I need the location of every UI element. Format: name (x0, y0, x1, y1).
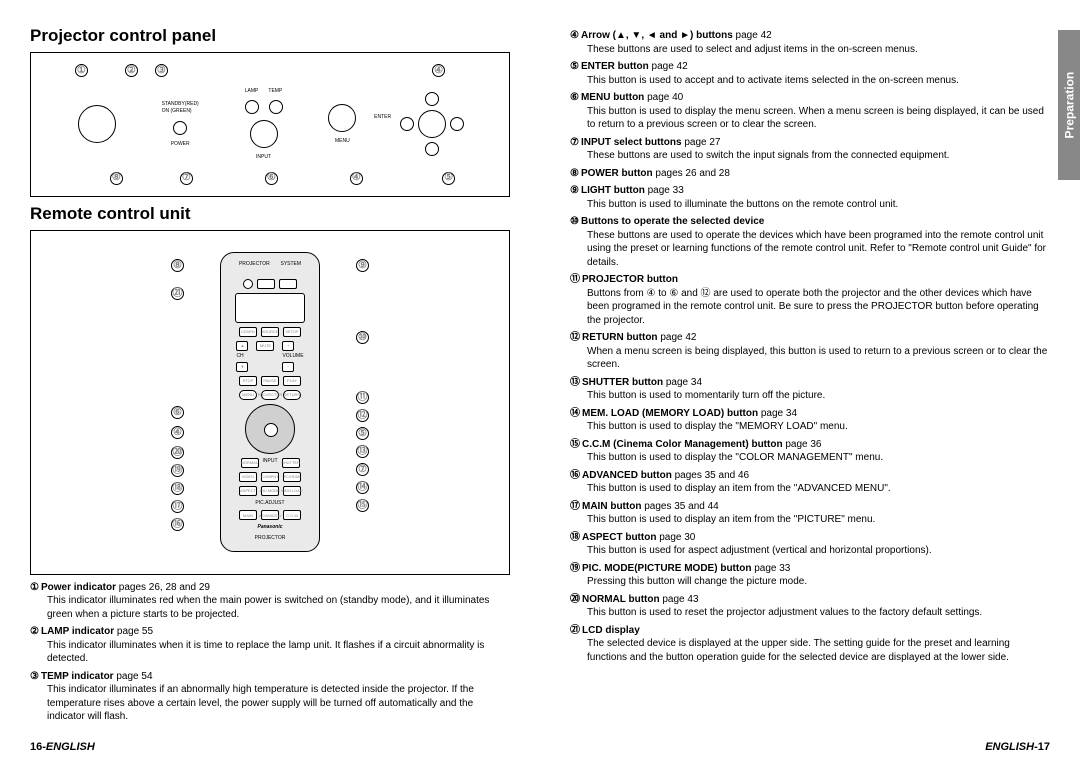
callout: ④ (432, 64, 445, 77)
callout: ① (75, 64, 88, 77)
callout: ⑧ (171, 259, 184, 272)
callout: ⑦ (356, 463, 369, 476)
list-item: ⑱ASPECT button page 30This button is use… (570, 531, 1050, 558)
list-item: ⑨LIGHT button page 33This button is used… (570, 184, 1050, 211)
left-item-list: ①Power indicator pages 26, 28 and 29This… (30, 581, 510, 724)
list-item: ⑪PROJECTOR buttonButtons from ④ to ⑥ and… (570, 273, 1050, 327)
callout: ⑬ (356, 445, 369, 458)
list-item: ⑲PIC. MODE(PICTURE MODE) button page 33P… (570, 562, 1050, 589)
list-item: ⑭MEM. LOAD (MEMORY LOAD) button page 34T… (570, 407, 1050, 434)
callout: ⑧ (110, 172, 123, 185)
remote-body: PROJECTOR SYSTEM LEARNSOURCESETUP ▲CH▼MU… (220, 252, 320, 552)
callout: ⑩ (356, 331, 369, 344)
callout: ㉑ (171, 287, 184, 300)
page-left: Projector control panel ① ② ③ ④ STANDBY(… (0, 0, 540, 765)
list-item: ⑮C.C.M (Cinema Color Management) button … (570, 438, 1050, 465)
remote-diagram: ⑧ ㉑ ⑥ ④ ⑳ ⑲ ⑱ ⑰ ⑯ ⑨ ⑩ ⑪ ⑫ ⑤ ⑬ ⑦ ⑭ ⑮ PROJ… (30, 230, 510, 575)
callout: ⑨ (356, 259, 369, 272)
callout: ② (125, 64, 138, 77)
left-footer: 16-ENGLISH (30, 740, 95, 755)
callout: ⑳ (171, 446, 184, 459)
callout: ⑲ (171, 464, 184, 477)
list-item: ③TEMP indicator page 54This indicator il… (30, 670, 510, 724)
list-item: ④Arrow (▲, ▼, ◄ and ►) buttons page 42Th… (570, 29, 1050, 56)
right-footer: ENGLISH-17 (985, 740, 1050, 755)
callout: ⑥ (171, 406, 184, 419)
list-item: ㉑LCD displayThe selected device is displ… (570, 624, 1050, 665)
list-item: ⑫RETURN button page 42When a menu screen… (570, 331, 1050, 372)
callout: ⑮ (356, 499, 369, 512)
callout: ④ (171, 426, 184, 439)
callout: ⑭ (356, 481, 369, 494)
projector-panel-title: Projector control panel (30, 25, 510, 48)
list-item: ⑦INPUT select buttons page 27These butto… (570, 136, 1050, 163)
list-item: ⑰MAIN button pages 35 and 44This button … (570, 500, 1050, 527)
callout: ③ (155, 64, 168, 77)
callout: ⑥ (265, 172, 278, 185)
right-item-list: ④Arrow (▲, ▼, ◄ and ►) buttons page 42Th… (570, 29, 1050, 664)
list-item: ⑩Buttons to operate the selected deviceT… (570, 215, 1050, 269)
list-item: ⑧POWER button pages 26 and 28 (570, 167, 1050, 181)
list-item: ①Power indicator pages 26, 28 and 29This… (30, 581, 510, 622)
list-item: ⑤ENTER button page 42This button is used… (570, 60, 1050, 87)
callout: ⑦ (180, 172, 193, 185)
page-right: Preparation ④Arrow (▲, ▼, ◄ and ►) butto… (540, 0, 1080, 765)
callout: ⑤ (356, 427, 369, 440)
callout: ⑰ (171, 500, 184, 513)
callout: ⑱ (171, 482, 184, 495)
list-item: ⑬SHUTTER button page 34This button is us… (570, 376, 1050, 403)
side-tab: Preparation (1058, 30, 1080, 180)
projector-diagram: ① ② ③ ④ STANDBY(RED)ON (GREEN) POWER LAM… (30, 52, 510, 197)
callout: ⑤ (442, 172, 455, 185)
callout: ⑫ (356, 409, 369, 422)
list-item: ⑯ADVANCED button pages 35 and 46This but… (570, 469, 1050, 496)
remote-title: Remote control unit (30, 203, 510, 226)
callout: ⑯ (171, 518, 184, 531)
callout: ④ (350, 172, 363, 185)
list-item: ⑥MENU button page 40This button is used … (570, 91, 1050, 132)
list-item: ⑳NORMAL button page 43This button is use… (570, 593, 1050, 620)
list-item: ②LAMP indicator page 55This indicator il… (30, 625, 510, 666)
callout: ⑪ (356, 391, 369, 404)
